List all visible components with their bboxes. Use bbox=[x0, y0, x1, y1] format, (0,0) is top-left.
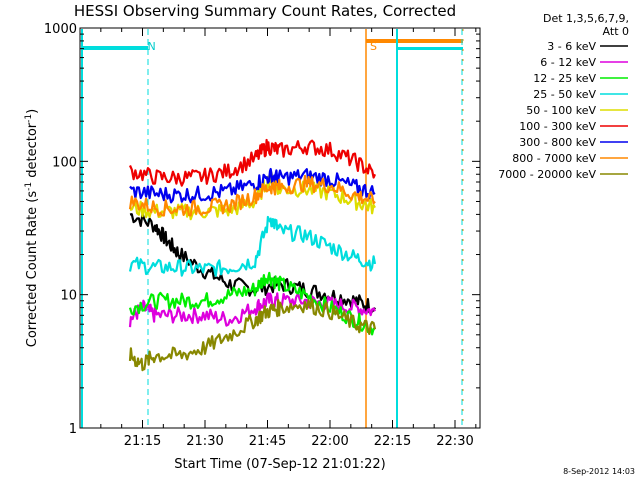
y-tick-label: 1000 bbox=[44, 22, 77, 37]
x-axis-label: Start Time (07-Sep-12 21:01:22) bbox=[174, 457, 385, 472]
legend-header-1: Det 1,3,5,6,7,9, bbox=[543, 12, 629, 25]
y-label-end: ) bbox=[25, 109, 40, 114]
plot-frame bbox=[79, 27, 481, 429]
timestamp-stamp: 8-Sep-2012 14:03 bbox=[563, 467, 635, 476]
legend: Det 1,3,5,6,7,9, Att 0 3 - 6 keV 6 - 12 k… bbox=[498, 12, 629, 181]
legend-entry-label: 3 - 6 keV bbox=[547, 40, 596, 53]
legend-entry-label: 300 - 800 keV bbox=[519, 136, 596, 149]
legend-entry-label: 800 - 7000 keV bbox=[512, 152, 596, 165]
y-axis-label: Corrected Count Rate (s-1 detector-1) bbox=[24, 109, 40, 347]
mode-bar-orange-right bbox=[366, 39, 463, 43]
legend-entry-label: 50 - 100 keV bbox=[526, 104, 596, 117]
legend-entry-label: 25 - 50 keV bbox=[533, 88, 596, 101]
series-layer bbox=[128, 138, 377, 372]
y-label-sup2: -1 bbox=[24, 114, 34, 123]
annotation-label: N bbox=[148, 40, 156, 53]
background-bars bbox=[81, 29, 464, 428]
x-tick-label: 22:00 bbox=[311, 434, 348, 449]
series-line bbox=[129, 212, 376, 315]
mode-bar-cyan-left bbox=[81, 46, 148, 50]
y-label-main: Corrected Count Rate (s bbox=[25, 191, 40, 348]
y-label-mid: detector bbox=[25, 122, 40, 182]
y-tick-label: 1 bbox=[69, 422, 77, 437]
series-line bbox=[128, 174, 376, 217]
legend-header-2: Att 0 bbox=[603, 25, 629, 38]
chart-title: HESSI Observing Summary Count Rates, Cor… bbox=[74, 2, 456, 20]
x-tick-label: 21:45 bbox=[249, 434, 286, 449]
legend-entry-label: 6 - 12 keV bbox=[540, 56, 596, 69]
x-tick-label: 21:30 bbox=[186, 434, 223, 449]
ticks-layer: 1 10 100 1000 21:15 21:30 21:45 22:00 22:15 22:30 bbox=[44, 22, 480, 449]
legend-entry-label: 7000 - 20000 keV bbox=[498, 168, 596, 181]
series-line bbox=[128, 138, 377, 187]
x-tick-label: 22:30 bbox=[436, 434, 473, 449]
y-tick-label: 100 bbox=[52, 155, 77, 170]
legend-entries: 3 - 6 keV 6 - 12 keV 12 - 25 keV 25 - 50 ke… bbox=[498, 40, 628, 181]
series-line bbox=[128, 298, 377, 372]
y-tick-label: 10 bbox=[60, 289, 77, 304]
legend-entry-label: 12 - 25 keV bbox=[533, 72, 596, 85]
mode-bar-cyan-right bbox=[397, 47, 463, 50]
series-line bbox=[128, 215, 377, 277]
x-tick-label: 22:15 bbox=[374, 434, 411, 449]
x-tick-label: 21:15 bbox=[124, 434, 161, 449]
annotation-label: S bbox=[370, 40, 377, 53]
legend-entry-label: 100 - 300 keV bbox=[519, 120, 596, 133]
y-label-sup1: -1 bbox=[24, 182, 34, 191]
